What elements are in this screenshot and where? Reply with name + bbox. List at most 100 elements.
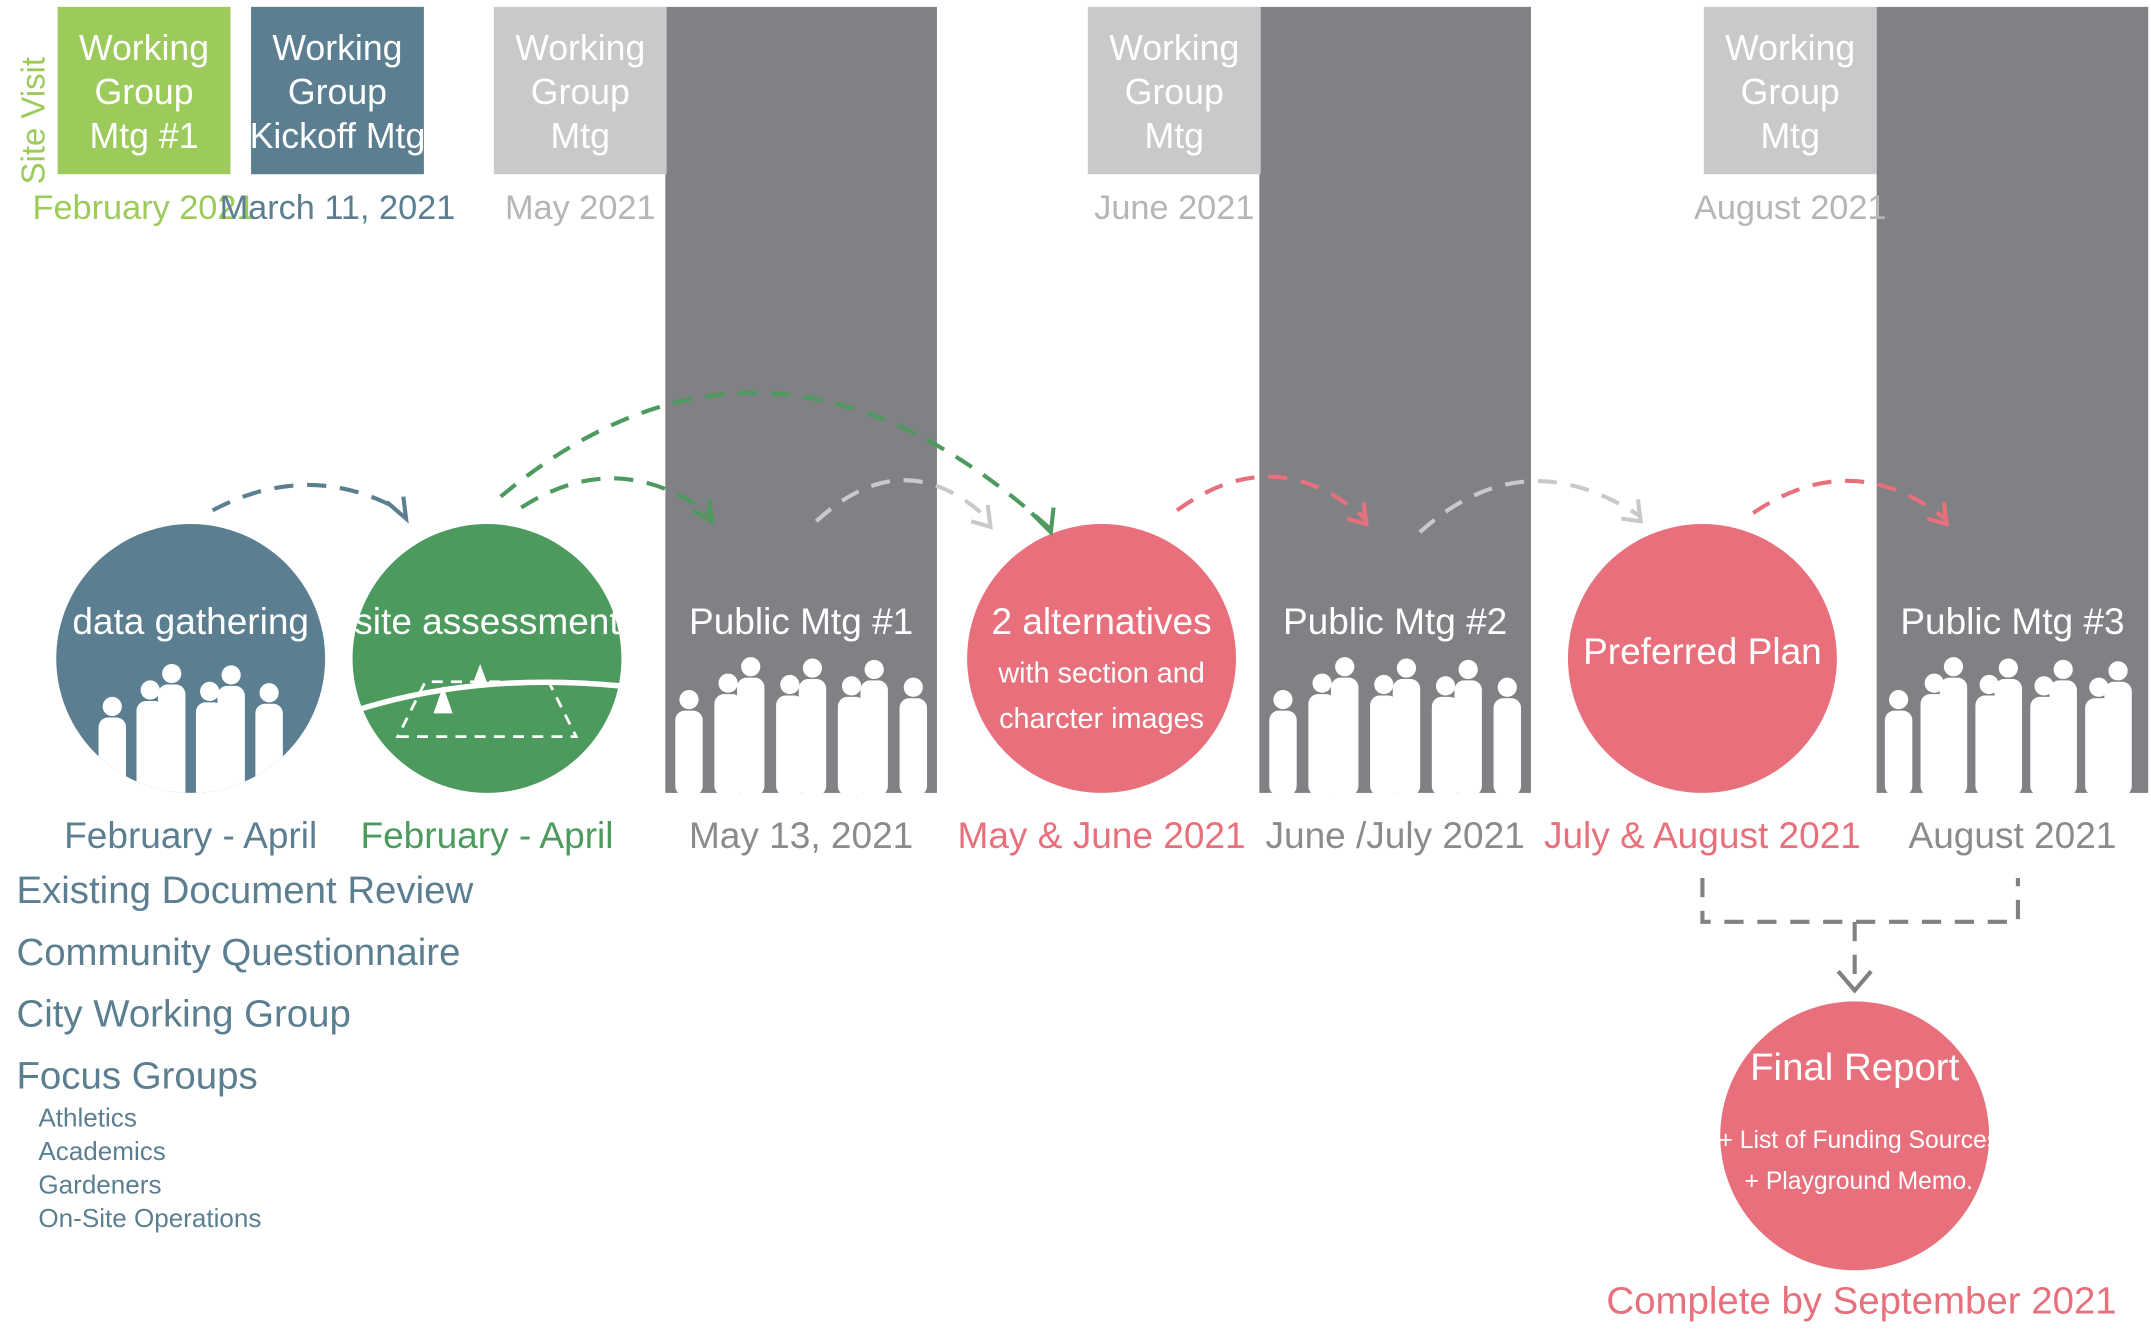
head bbox=[1273, 690, 1292, 709]
meeting-label: Group bbox=[531, 72, 630, 112]
body bbox=[1393, 679, 1420, 796]
body bbox=[675, 711, 702, 796]
arrow bbox=[213, 485, 401, 510]
public-meeting-column bbox=[665, 7, 937, 793]
head bbox=[1498, 678, 1517, 697]
head bbox=[103, 697, 122, 716]
head bbox=[1944, 657, 1963, 676]
public-meeting-title: Public Mtg #1 bbox=[689, 600, 913, 642]
phase-circle bbox=[56, 524, 325, 793]
meeting-label: Kickoff Mtg bbox=[250, 116, 426, 156]
public-meeting-title: Public Mtg #2 bbox=[1283, 600, 1507, 642]
meeting-date: August 2021 bbox=[1694, 189, 1887, 227]
meeting-label: Working bbox=[515, 28, 645, 68]
meeting-date: June 2021 bbox=[1094, 189, 1254, 227]
head bbox=[1999, 658, 2018, 677]
head bbox=[842, 676, 861, 695]
body bbox=[900, 698, 927, 795]
head bbox=[904, 678, 923, 697]
head bbox=[1335, 657, 1354, 676]
body bbox=[860, 680, 887, 795]
public-meeting-title: Public Mtg #3 bbox=[1900, 600, 2124, 642]
connector bbox=[1702, 878, 2018, 988]
body bbox=[1331, 678, 1358, 796]
body bbox=[1940, 678, 1967, 796]
phase-title: site assessment bbox=[354, 600, 620, 642]
body bbox=[1454, 680, 1481, 795]
meeting-label: Working bbox=[272, 28, 402, 68]
head bbox=[679, 690, 698, 709]
public-meeting-date: June /July 2021 bbox=[1265, 814, 1524, 856]
body bbox=[799, 679, 826, 796]
head bbox=[1397, 658, 1416, 677]
final-report-detail: + Playground Memo. bbox=[1745, 1168, 1973, 1195]
phase-title: data gathering bbox=[72, 600, 309, 642]
body bbox=[255, 704, 282, 803]
phase-detail: charcter images bbox=[999, 703, 1204, 735]
head bbox=[1459, 660, 1478, 679]
body bbox=[1494, 698, 1521, 795]
meeting-label: Group bbox=[288, 72, 387, 112]
head bbox=[718, 674, 737, 693]
body bbox=[217, 686, 244, 803]
phase-circle bbox=[353, 524, 622, 793]
phase-detail: with section and bbox=[997, 658, 1205, 690]
phase-date: May & June 2021 bbox=[958, 814, 1246, 856]
head bbox=[200, 682, 219, 701]
phase-date: July & August 2021 bbox=[1544, 814, 1861, 856]
head bbox=[780, 675, 799, 694]
task-item: City Working Group bbox=[16, 993, 350, 1036]
head bbox=[2108, 661, 2127, 680]
head bbox=[141, 680, 160, 699]
body bbox=[737, 678, 764, 796]
task-item: Focus Groups bbox=[16, 1054, 257, 1097]
arrowhead bbox=[387, 497, 406, 519]
final-report-date: Complete by September 2021 bbox=[1606, 1279, 2116, 1322]
phase-date: February - April bbox=[360, 814, 613, 856]
head bbox=[1436, 676, 1455, 695]
arrowhead bbox=[1838, 971, 1871, 990]
head bbox=[222, 665, 241, 684]
meeting-label: Working bbox=[1725, 28, 1855, 68]
body bbox=[2049, 680, 2076, 795]
head bbox=[260, 683, 279, 702]
focus-group: Athletics bbox=[38, 1102, 136, 1132]
public-meeting-date: May 13, 2021 bbox=[689, 814, 913, 856]
meeting-label: Group bbox=[1125, 72, 1224, 112]
head bbox=[1889, 690, 1908, 709]
final-report-title: Final Report bbox=[1750, 1046, 1960, 1089]
focus-group: On-Site Operations bbox=[38, 1203, 261, 1233]
timeline-diagram: Public Mtg #1 May 13, 2021 Public Mtg #2 Ju… bbox=[0, 0, 2151, 1333]
body bbox=[1269, 711, 1296, 796]
phase-date: February - April bbox=[64, 814, 317, 856]
site-visit-label: Site Visit bbox=[14, 57, 51, 184]
phase-title: Preferred Plan bbox=[1583, 630, 1822, 672]
head bbox=[865, 660, 884, 679]
body bbox=[1995, 679, 2022, 796]
meeting-label: Group bbox=[94, 72, 193, 112]
head bbox=[162, 664, 181, 683]
body bbox=[2104, 682, 2131, 796]
task-item: Community Questionnaire bbox=[16, 931, 460, 974]
body bbox=[158, 685, 185, 803]
head bbox=[803, 658, 822, 677]
meeting-label: Working bbox=[79, 28, 209, 68]
meeting-label: Mtg bbox=[1145, 116, 1204, 156]
head bbox=[1312, 674, 1331, 693]
meeting-label: Mtg bbox=[1760, 116, 1819, 156]
head bbox=[741, 657, 760, 676]
meeting-label: Mtg bbox=[551, 116, 610, 156]
head bbox=[1374, 675, 1393, 694]
body bbox=[1885, 711, 1912, 796]
public-meeting-column bbox=[1259, 7, 1531, 793]
meeting-label: Working bbox=[1109, 28, 1239, 68]
public-meeting-date: August 2021 bbox=[1909, 814, 2117, 856]
task-item: Existing Document Review bbox=[16, 869, 473, 912]
focus-group: Gardeners bbox=[38, 1170, 161, 1200]
meeting-label: Mtg #1 bbox=[90, 116, 199, 156]
head bbox=[2054, 660, 2073, 679]
meeting-date: May 2021 bbox=[505, 189, 656, 227]
body bbox=[99, 717, 126, 802]
phase-title: 2 alternatives bbox=[991, 600, 1211, 642]
focus-group: Academics bbox=[38, 1136, 165, 1166]
